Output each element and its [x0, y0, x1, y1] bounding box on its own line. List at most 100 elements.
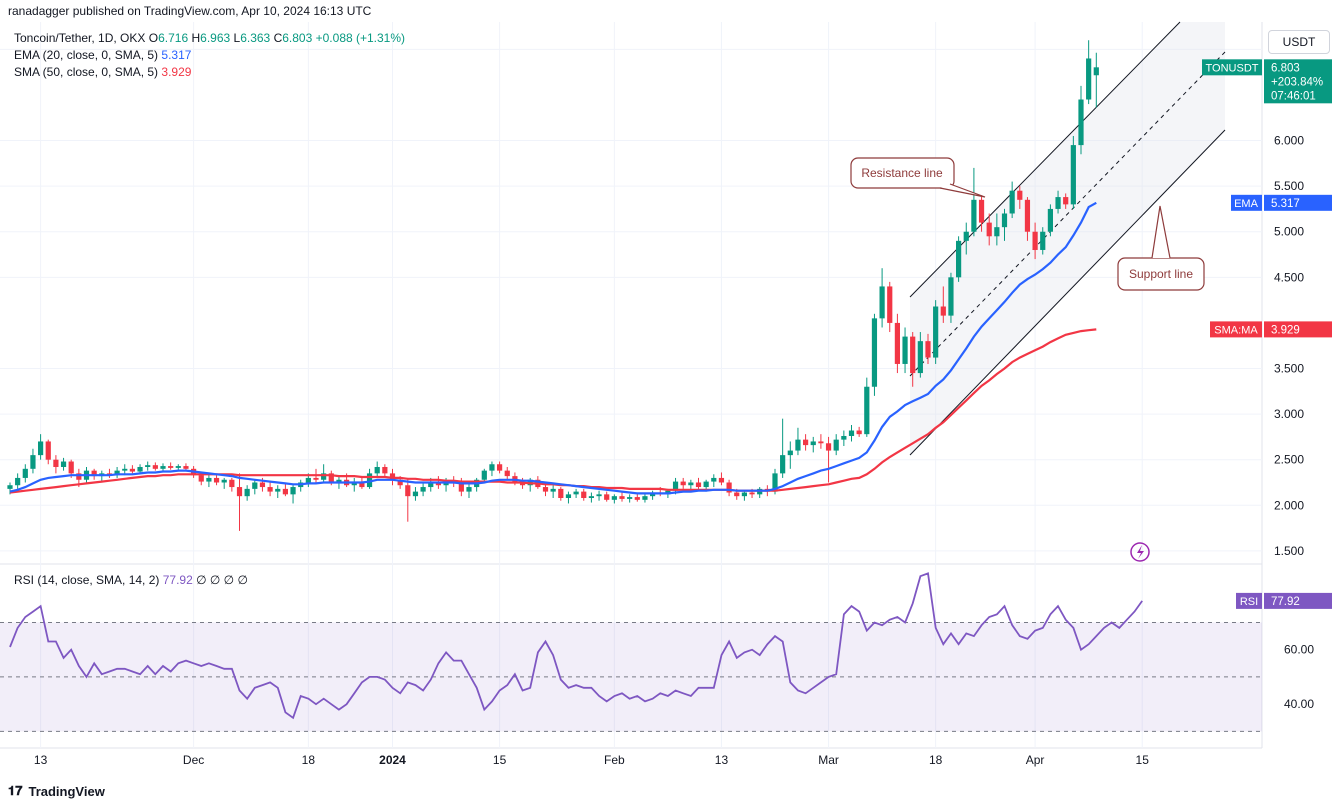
support-line — [909, 129, 1226, 456]
candle-body — [864, 386, 870, 435]
candle-body — [948, 277, 954, 316]
candle-body — [642, 496, 648, 500]
legend-symbol[interactable]: Toncoin/Tether, 1D, OKX — [14, 31, 146, 45]
candle-body — [680, 481, 686, 486]
legend-sma-value: 3.929 — [161, 65, 192, 79]
rsi-tag-bg — [1264, 592, 1332, 609]
candle-body — [971, 199, 977, 232]
candle-body — [336, 479, 342, 483]
candle-body — [596, 494, 602, 497]
candle-body — [389, 473, 396, 480]
footer-brand[interactable]: TradingView — [28, 783, 105, 799]
time-tick-label: 2024 — [379, 753, 406, 767]
candle-body — [986, 222, 992, 237]
candle-body — [137, 466, 143, 472]
candle-body — [1047, 208, 1053, 232]
candle-body — [672, 481, 679, 491]
time-tick-label: 15 — [493, 753, 507, 767]
legend-c-label: C — [273, 31, 283, 45]
candle-body — [1017, 190, 1023, 200]
legend-ohlc: Toncoin/Tether, 1D, OKX O6.716 H6.963 L6… — [14, 31, 405, 45]
candle-body — [604, 494, 610, 500]
price-tick-label: 3.000 — [1274, 407, 1304, 421]
candle-body — [1086, 58, 1092, 100]
legend-close: 6.803 — [282, 31, 313, 45]
candle-body — [963, 231, 969, 241]
sma-tag-value: 3.929 — [1271, 324, 1300, 336]
candle-body — [15, 477, 21, 486]
legend-ema[interactable]: EMA (20, close, 0, SMA, 5) 5.317 — [14, 48, 191, 62]
currency-button[interactable]: USDT — [1268, 30, 1330, 54]
candle-body — [22, 468, 28, 478]
rsi-tick-label: 40.00 — [1284, 697, 1314, 711]
candle-body — [1040, 231, 1046, 250]
candle-body — [978, 199, 985, 223]
time-tick-label: 18 — [302, 753, 316, 767]
candle-body — [871, 318, 878, 387]
candle-body — [856, 430, 862, 435]
moving-averages — [9, 201, 1097, 495]
candle-body — [558, 488, 564, 498]
ema-tag-label-bg — [1231, 194, 1262, 211]
sma-tag-label-bg — [1210, 321, 1262, 338]
candle-body — [910, 336, 916, 374]
candle-body — [956, 240, 962, 278]
candle-body — [787, 450, 793, 456]
rsi-tag-label: RSI — [1240, 596, 1258, 608]
support-callout-pointer — [1151, 205, 1171, 259]
candle-body — [244, 488, 250, 497]
legend-low: 6.363 — [240, 31, 271, 45]
candle-body — [236, 487, 243, 497]
sma-tag-label: SMA:MA — [1214, 324, 1258, 336]
candle-body — [795, 439, 801, 451]
legend-rsi-label: RSI (14, close, SMA, 14, 2) — [14, 573, 160, 587]
candle-body — [359, 482, 365, 488]
candle-body — [168, 466, 174, 468]
candle-body — [780, 455, 786, 474]
candle-body — [366, 473, 373, 488]
support-callout-text: Support line — [1129, 267, 1193, 281]
candle-body — [818, 441, 824, 444]
candle-body — [703, 481, 709, 488]
price-tick-label: 5.500 — [1274, 179, 1304, 193]
tradingview-logo-icon: 𝟏𝟕 — [8, 783, 23, 798]
time-tick-label: 15 — [1136, 753, 1150, 767]
candle-body — [229, 479, 235, 488]
legend-rsi[interactable]: RSI (14, close, SMA, 14, 2) 77.92 ∅ ∅ ∅ … — [14, 573, 248, 587]
candle-body — [412, 491, 419, 497]
candle-body — [504, 470, 510, 477]
footer: 𝟏𝟕 TradingView — [8, 783, 105, 799]
resistance-callout-box — [850, 157, 955, 189]
candle-body — [290, 487, 296, 495]
time-tick-label: Feb — [604, 753, 625, 767]
price-tick-label: 1.500 — [1274, 544, 1304, 558]
candle-body — [726, 482, 732, 493]
candle-body — [695, 482, 702, 488]
lightning-icon-bolt — [1137, 545, 1144, 559]
candle-body — [45, 441, 51, 460]
ema-line — [9, 201, 1097, 495]
candle-body — [420, 487, 426, 492]
legend-sma[interactable]: SMA (50, close, 0, SMA, 5) 3.929 — [14, 65, 191, 79]
candle-body — [1055, 197, 1061, 209]
candle-body — [994, 227, 1000, 237]
candle-body — [925, 341, 931, 358]
candle-body — [825, 443, 832, 451]
candle-body — [573, 491, 579, 495]
candle-body — [374, 466, 380, 474]
candle-body — [76, 473, 82, 480]
candle-body — [1024, 199, 1031, 232]
candle-body — [38, 441, 44, 456]
candle-body — [122, 468, 128, 471]
candle-body — [611, 496, 617, 500]
rsi-tick-label: 60.00 — [1284, 643, 1314, 657]
candle-body — [711, 477, 717, 482]
candle-body — [435, 482, 441, 486]
candle-body — [60, 461, 67, 467]
candle-body — [7, 485, 13, 489]
rsi-tag-value: 77.92 — [1271, 596, 1300, 608]
price-tick-label: 5.000 — [1274, 225, 1304, 239]
legend-l-label: L — [233, 31, 241, 45]
candle-body — [114, 470, 120, 476]
